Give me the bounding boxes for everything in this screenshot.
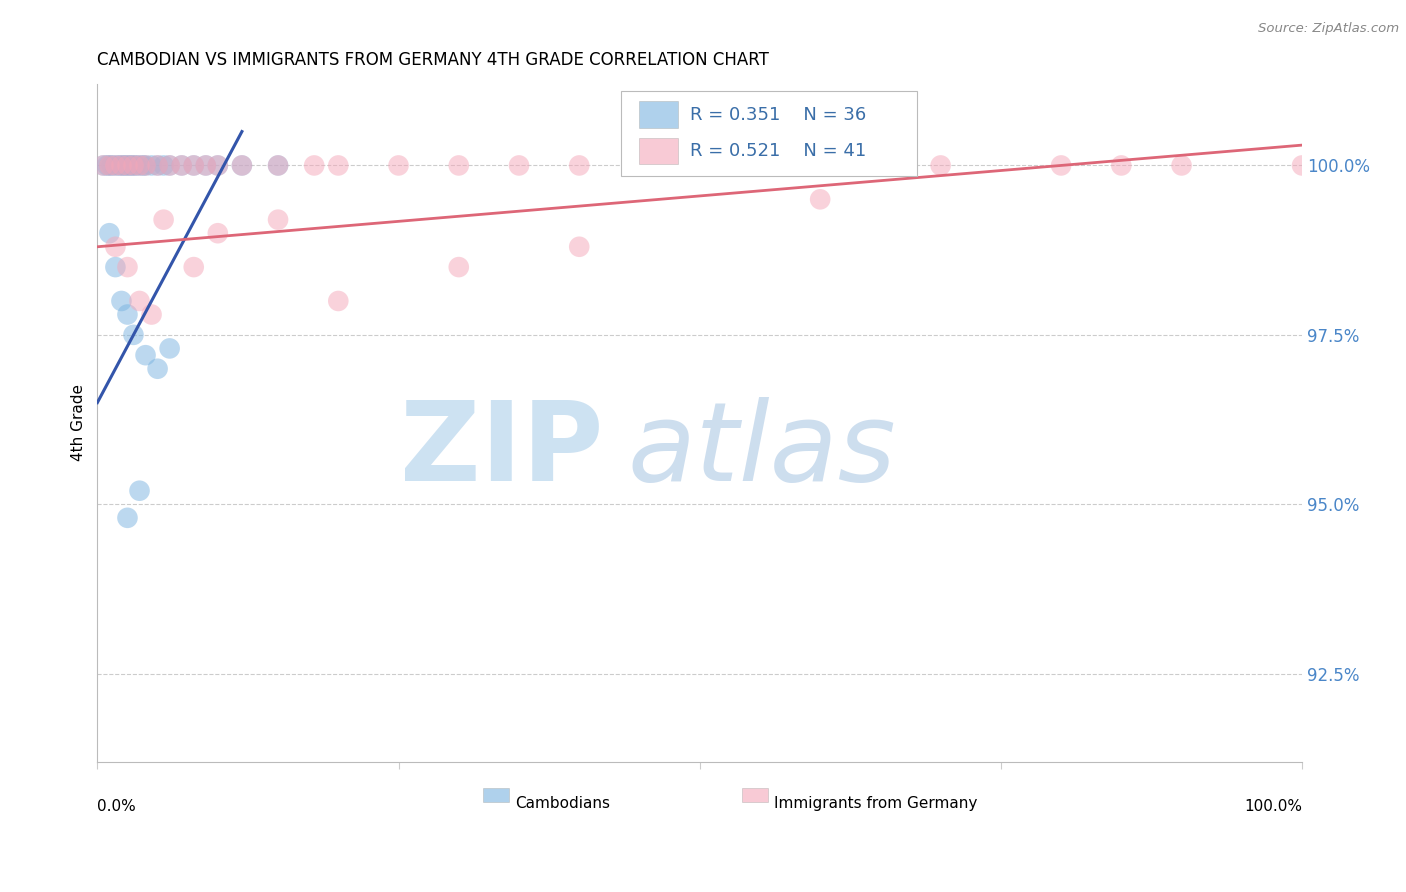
Text: 100.0%: 100.0% xyxy=(1244,799,1302,814)
Point xyxy=(122,158,145,172)
Point xyxy=(125,158,148,172)
Point xyxy=(104,260,127,274)
Point xyxy=(141,158,163,172)
Point xyxy=(159,342,181,356)
Y-axis label: 4th Grade: 4th Grade xyxy=(72,384,86,461)
Point xyxy=(1050,158,1073,172)
FancyBboxPatch shape xyxy=(640,102,678,128)
Point xyxy=(118,158,141,172)
Point xyxy=(146,158,169,172)
Point xyxy=(110,293,132,308)
Point xyxy=(267,158,290,172)
Point xyxy=(141,308,163,322)
Point xyxy=(112,158,135,172)
Point xyxy=(152,158,174,172)
Text: Source: ZipAtlas.com: Source: ZipAtlas.com xyxy=(1258,22,1399,36)
Text: R = 0.351    N = 36: R = 0.351 N = 36 xyxy=(690,105,866,124)
Point xyxy=(104,240,127,254)
Point xyxy=(447,260,470,274)
Point xyxy=(135,158,157,172)
Point xyxy=(117,158,139,172)
Text: R = 0.521    N = 41: R = 0.521 N = 41 xyxy=(690,142,866,161)
Point xyxy=(101,158,124,172)
Point xyxy=(568,158,591,172)
Point xyxy=(128,158,150,172)
FancyBboxPatch shape xyxy=(640,138,678,164)
Point xyxy=(128,293,150,308)
Point xyxy=(122,327,145,342)
Text: CAMBODIAN VS IMMIGRANTS FROM GERMANY 4TH GRADE CORRELATION CHART: CAMBODIAN VS IMMIGRANTS FROM GERMANY 4TH… xyxy=(97,51,769,69)
Point xyxy=(387,158,409,172)
Point xyxy=(267,212,290,227)
Text: atlas: atlas xyxy=(627,397,896,504)
Point xyxy=(122,158,145,172)
Point xyxy=(93,158,115,172)
Point xyxy=(115,158,138,172)
Text: Cambodians: Cambodians xyxy=(516,796,610,811)
Point xyxy=(135,158,157,172)
Text: 0.0%: 0.0% xyxy=(97,799,136,814)
Point xyxy=(104,158,127,172)
Point xyxy=(568,240,591,254)
Point xyxy=(207,158,229,172)
Point xyxy=(302,158,325,172)
Point xyxy=(110,158,132,172)
FancyBboxPatch shape xyxy=(742,788,768,803)
Point xyxy=(194,158,217,172)
Point xyxy=(183,158,205,172)
Point xyxy=(108,158,131,172)
Point xyxy=(104,158,127,172)
Point xyxy=(207,226,229,240)
Point xyxy=(1170,158,1192,172)
Point xyxy=(808,158,831,172)
Point xyxy=(231,158,253,172)
Point xyxy=(146,361,169,376)
Point xyxy=(117,511,139,525)
Point xyxy=(93,158,115,172)
Text: Immigrants from Germany: Immigrants from Germany xyxy=(775,796,977,811)
Point xyxy=(194,158,217,172)
Text: ZIP: ZIP xyxy=(399,397,603,504)
Point xyxy=(120,158,142,172)
Point xyxy=(110,158,132,172)
Point xyxy=(170,158,193,172)
Point xyxy=(183,158,205,172)
Point xyxy=(128,483,150,498)
Point xyxy=(1291,158,1313,172)
Point xyxy=(98,226,121,240)
Point xyxy=(207,158,229,172)
Point xyxy=(159,158,181,172)
FancyBboxPatch shape xyxy=(621,91,917,176)
Point xyxy=(146,158,169,172)
Point xyxy=(98,158,121,172)
Point xyxy=(128,158,150,172)
Point xyxy=(135,348,157,362)
Point xyxy=(689,158,711,172)
Point xyxy=(159,158,181,172)
Point xyxy=(98,158,121,172)
Point xyxy=(132,158,155,172)
Point xyxy=(267,158,290,172)
Point xyxy=(152,212,174,227)
Point xyxy=(231,158,253,172)
Point xyxy=(170,158,193,172)
Point xyxy=(929,158,952,172)
FancyBboxPatch shape xyxy=(482,788,509,803)
Point xyxy=(328,158,350,172)
Point xyxy=(96,158,118,172)
Point xyxy=(117,260,139,274)
Point xyxy=(328,293,350,308)
Point xyxy=(447,158,470,172)
Point xyxy=(183,260,205,274)
Point xyxy=(808,192,831,206)
Point xyxy=(508,158,530,172)
Point xyxy=(117,308,139,322)
Point xyxy=(1111,158,1133,172)
